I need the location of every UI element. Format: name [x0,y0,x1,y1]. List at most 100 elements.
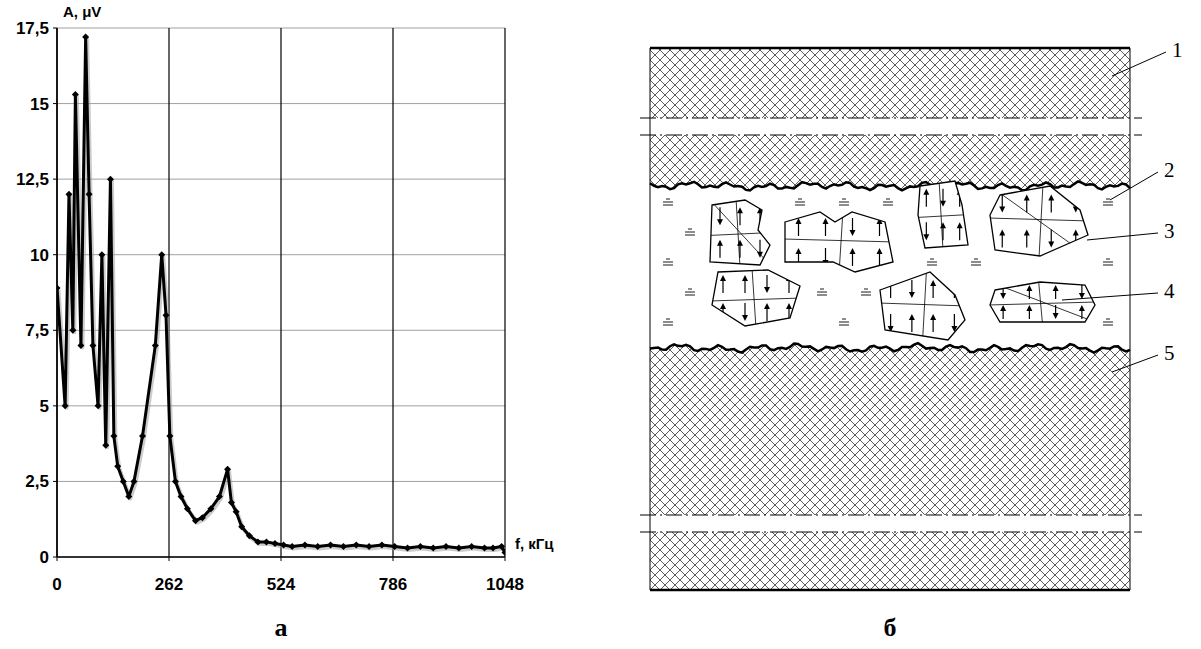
data-point [216,493,223,500]
y-tick-label: 17,5 [16,19,49,38]
grain [988,184,1090,258]
domain-wall [916,215,970,218]
data-point [314,543,321,550]
grain-domains [783,210,895,274]
liquid-symbol [795,199,805,205]
data-point [272,540,279,547]
domain-arrow [739,211,740,225]
domain-arrow-head [1000,293,1006,299]
domain-arrow [825,248,826,262]
leader-line [1112,52,1166,76]
data-point [114,463,121,470]
part-label: 4 [1164,279,1175,303]
data-point [498,543,505,550]
grain-domains [878,270,967,342]
data-point [166,433,173,440]
domain-arrow-head [923,234,929,240]
domain-arrow [933,284,934,298]
domain-arrow-head [1053,313,1059,319]
domain-arrow [1051,199,1052,213]
grain-fill [880,272,965,340]
liquid-symbol [839,199,849,205]
break-line [640,531,1142,532]
data-point [468,543,475,550]
liquid-symbol [861,289,871,295]
data-point [502,549,506,556]
break-line [640,134,1142,135]
data-point [391,543,398,550]
domain-arrow-head [923,189,929,195]
liquid-symbol [663,259,673,265]
domain-arrow-head [737,207,743,213]
domain-arrow [911,280,912,294]
domain-arrow [722,279,723,293]
domain-arrow [1026,234,1027,248]
y-tick-label: 7,5 [25,321,49,340]
data-point [327,541,334,548]
liquid-symbol [685,289,695,295]
liquid-symbol [663,319,673,325]
x-grid-line [280,28,281,557]
domain-arrow [759,240,760,254]
domain-arrow [1026,199,1027,213]
data-point [184,505,191,512]
domain-arrow-head [717,219,723,225]
leader-line [1062,293,1158,300]
grain [878,270,967,342]
domain-arrow [766,275,767,289]
liquid-symbol [1103,259,1113,265]
domain-arrow [942,189,943,203]
data-point [139,433,146,440]
data-point [57,284,61,291]
domain-arrow [744,303,745,317]
domain-arrow [798,252,799,266]
x-tick-label: 0 [52,575,61,594]
data-point [95,402,102,409]
domain-arrow-head [930,280,936,286]
liquid-symbol [839,319,849,325]
y-tick-label: 15 [30,95,49,114]
domain-arrow-head [999,230,1005,236]
domain-arrow-head [720,303,726,309]
grain-fill [918,181,968,248]
y-axis-title: A, μV [63,3,101,20]
domain-arrow-head [1024,195,1030,201]
grain-outline [712,270,800,326]
x-grid-line [392,28,393,557]
domain-arrow [942,226,943,240]
data-point [172,478,179,485]
data-point [233,508,240,515]
grain [783,210,895,274]
data-point [192,517,199,524]
data-point [62,402,69,409]
domain-arrow-head [786,303,792,309]
liquid-symbol [1103,319,1113,325]
x-grid-line [168,28,169,557]
data-point [228,499,235,506]
domain-arrow [926,193,927,207]
data-point [125,493,132,500]
domain-arrow-head [757,252,763,258]
data-point [82,34,89,41]
domain-arrow-head [999,207,1005,213]
domain-wall [988,302,1097,305]
y-grid-line [57,557,505,558]
left-edge [650,48,651,590]
grain-fill [710,200,770,265]
leader-line [1112,355,1158,372]
line-shadow [59,39,506,554]
domain-wall [710,298,802,301]
domain-arrow [879,222,880,236]
y-tick-label: 0 [40,548,49,567]
grain-outline [990,282,1095,322]
data-point [163,312,170,319]
domain-arrow [890,314,891,328]
domain-arrow [766,307,767,321]
data-point [430,544,437,551]
domain-arrow-head [742,275,748,281]
domain-arrow [739,244,740,258]
part-label: 2 [1164,158,1175,182]
domain-arrow-head [850,248,856,254]
grain [988,280,1097,324]
panel-letter: а [275,613,288,642]
